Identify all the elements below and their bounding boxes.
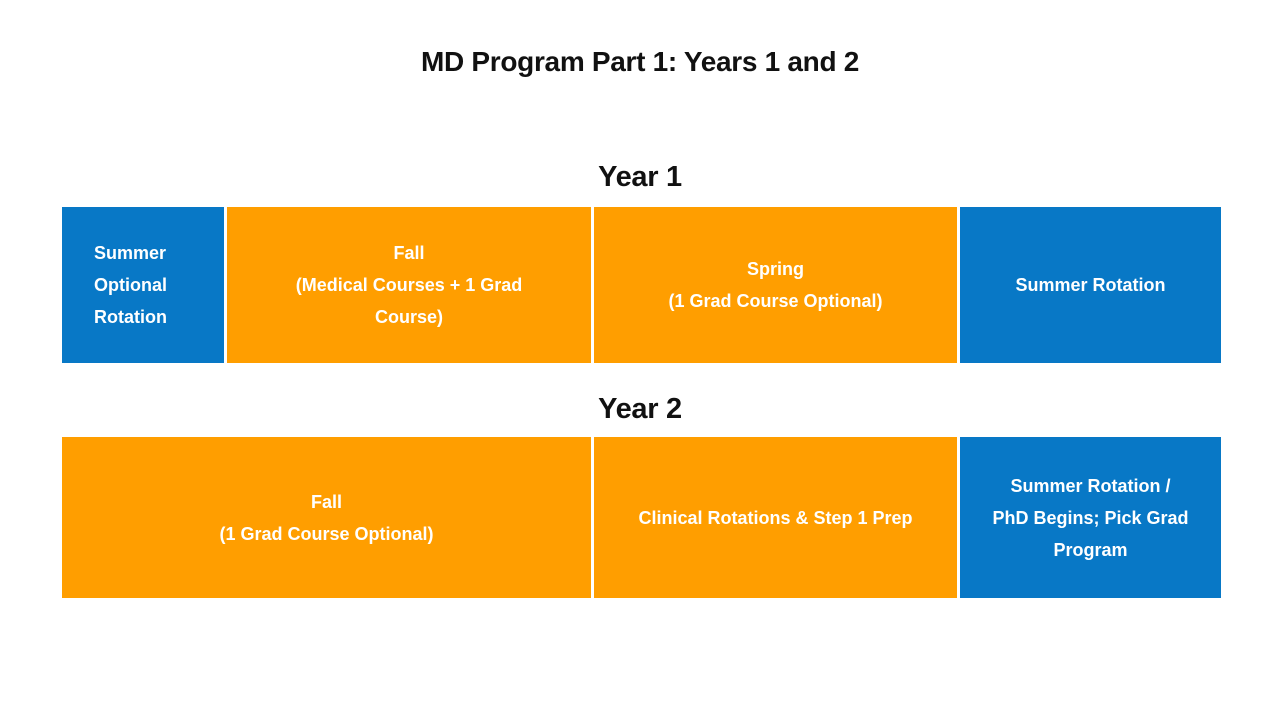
box-label: Clinical Rotations & Step 1 Prep xyxy=(638,507,913,528)
box-label: Summer Rotation / PhD Begins; Pick Grad … xyxy=(992,475,1189,560)
year2-box-clinical-rotations: Clinical Rotations & Step 1 Prep xyxy=(594,437,957,598)
box-label: Fall (Medical Courses + 1 Grad Course) xyxy=(295,243,523,327)
box-label: Summer Rotation xyxy=(1015,275,1166,295)
year1-box-spring: Spring (1 Grad Course Optional) xyxy=(594,207,957,363)
year2-box-summer-rotation-phd: Summer Rotation / PhD Begins; Pick Grad … xyxy=(960,437,1221,598)
year-1-heading: Year 1 xyxy=(598,161,682,193)
year1-box-summer-rotation: Summer Rotation xyxy=(960,207,1221,363)
year-1-row: Summer Optional Rotation Fall (Medical C… xyxy=(62,207,1221,363)
year-2-row: Fall (1 Grad Course Optional) Clinical R… xyxy=(62,437,1221,598)
box-label: Spring (1 Grad Course Optional) xyxy=(668,259,883,311)
year1-box-summer-optional-rotation: Summer Optional Rotation xyxy=(62,207,224,363)
box-label: Summer Optional Rotation xyxy=(94,243,167,327)
box-label: Fall (1 Grad Course Optional) xyxy=(219,491,434,544)
year2-box-fall: Fall (1 Grad Course Optional) xyxy=(62,437,591,598)
page-title: MD Program Part 1: Years 1 and 2 xyxy=(420,46,860,77)
year-2-heading: Year 2 xyxy=(598,393,682,425)
year1-box-fall: Fall (Medical Courses + 1 Grad Course) xyxy=(227,207,591,363)
